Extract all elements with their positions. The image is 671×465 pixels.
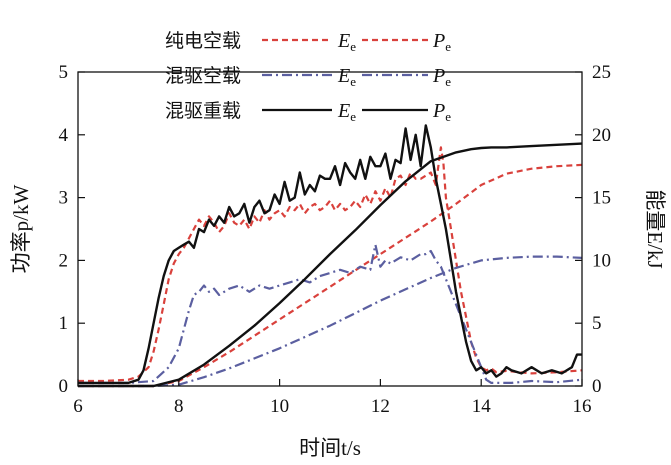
- right-y-axis-ticks: 0 5 10 15 20 25: [575, 62, 611, 397]
- x-tick-label: 10: [270, 396, 289, 417]
- right-y-tick-label: 15: [592, 188, 611, 209]
- x-tick-label: 14: [472, 396, 492, 417]
- left-y-tick-label: 5: [59, 62, 69, 83]
- right-y-tick-label: 5: [592, 313, 602, 334]
- x-tick-label: 8: [174, 396, 184, 417]
- series-line-6: [78, 142, 583, 388]
- x-tick-label: 12: [371, 396, 390, 417]
- left-y-tick-label: 4: [59, 125, 69, 146]
- legend-subscript: e: [445, 74, 451, 89]
- left-y-tick-label: 1: [59, 313, 69, 334]
- plot-frame: [77, 71, 583, 387]
- legend-subscript: e: [350, 39, 356, 54]
- legend-subscript: e: [445, 109, 451, 124]
- series-line-4: [78, 255, 583, 388]
- right-y-tick-label: 10: [592, 250, 611, 271]
- right-y-tick-label: 25: [592, 62, 611, 83]
- series-line-5: [78, 124, 582, 385]
- legend-label: 混驱重载: [165, 100, 241, 122]
- x-tick-label: 16: [573, 396, 592, 417]
- right-y-axis-label: 能量E/kJ: [643, 189, 667, 268]
- left-y-tick-label: 0: [59, 376, 69, 397]
- left-y-axis-ticks: 0 1 2 3 4 5: [59, 62, 85, 397]
- legend-label: 纯电空载: [165, 30, 241, 52]
- legend-subscript: e: [350, 74, 356, 89]
- legend-subscript: e: [445, 39, 451, 54]
- x-tick-label: 6: [73, 396, 83, 417]
- x-axis-ticks: 6 8 10 12 14 16: [73, 379, 592, 417]
- legend-label: 混驱空载: [165, 65, 241, 87]
- series-line-3: [78, 243, 583, 384]
- series-line-1: [78, 146, 583, 383]
- x-axis-label: 时间t/s: [299, 436, 361, 460]
- right-y-tick-label: 20: [592, 125, 611, 146]
- right-y-tick-label: 0: [592, 376, 602, 397]
- legend-subscript: e: [350, 109, 356, 124]
- left-y-axis-label: 功率p/kW: [9, 184, 33, 273]
- left-y-tick-label: 2: [59, 250, 69, 271]
- series-layer: [78, 124, 583, 388]
- series-line-2: [78, 163, 583, 388]
- left-y-tick-label: 3: [59, 188, 69, 209]
